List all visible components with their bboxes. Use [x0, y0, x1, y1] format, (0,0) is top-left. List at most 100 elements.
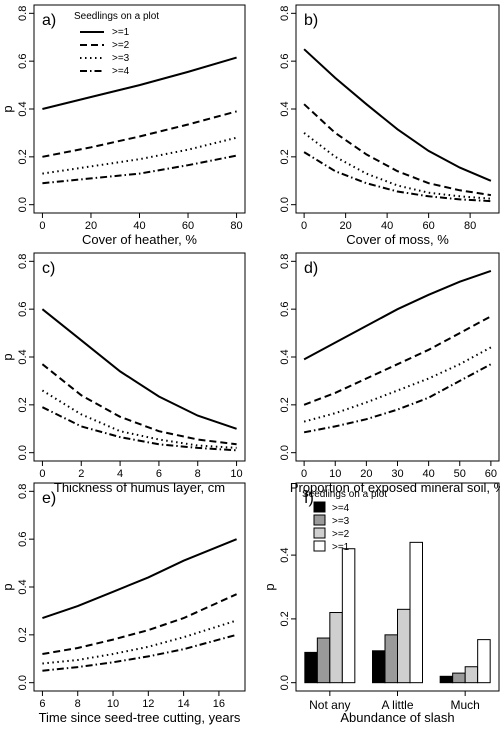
legend-title: Seedlings on a plot: [302, 489, 387, 500]
bar: [409, 541, 423, 684]
x-tick-label: 20: [85, 220, 97, 232]
bar: [397, 608, 411, 684]
legend-label: >=4: [112, 66, 130, 77]
y-tick-label: 0.4: [17, 349, 29, 364]
panel-label: e): [42, 490, 56, 507]
x-tick-label: 8: [75, 698, 81, 710]
bar: [384, 634, 398, 684]
x-tick-label: 0: [39, 220, 45, 232]
bar: [439, 675, 454, 684]
x-tick-label: 8: [195, 468, 201, 480]
y-tick-label: 0.4: [279, 547, 291, 562]
series-line-2: [303, 103, 492, 197]
legend-label: >=2: [112, 40, 130, 51]
y-tick-label: 0.8: [279, 6, 291, 21]
plot-frame: [295, 252, 500, 462]
series-line-4: [41, 406, 237, 452]
y-tick-label: 0.0: [279, 197, 291, 212]
bar: [452, 672, 466, 684]
y-tick-label: 0.6: [279, 54, 291, 69]
y-tick-label: 0.4: [279, 349, 291, 364]
x-tick-label: 10: [107, 698, 119, 710]
legend-swatch: [313, 540, 326, 552]
y-axis-label: p: [0, 353, 15, 360]
bar: [477, 639, 491, 684]
legend-label: >=3: [112, 53, 130, 64]
plot-frame: [33, 4, 246, 214]
series-line-1: [42, 56, 237, 110]
y-tick-label: 0.0: [279, 445, 291, 460]
x-tick-label: 60: [182, 220, 194, 232]
x-tick-label: 60: [485, 468, 497, 480]
legend-label: >=4: [332, 503, 350, 514]
x-tick-label: 16: [213, 698, 225, 710]
legend-swatch: [313, 514, 326, 526]
panel-label: f): [304, 490, 314, 507]
x-tick-label: 40: [133, 220, 145, 232]
x-tick-label: Not any: [309, 698, 350, 712]
legend-swatch: [313, 501, 326, 513]
x-axis-label: Thickness of humus layer, cm: [54, 480, 225, 495]
x-tick-label: 2: [78, 468, 84, 480]
y-tick-label: 0.6: [17, 532, 29, 547]
bar: [329, 612, 343, 684]
x-tick-label: 14: [177, 698, 189, 710]
x-tick-label: 80: [464, 220, 476, 232]
legend-label: >=2: [332, 529, 350, 540]
x-tick-label: 0: [39, 468, 45, 480]
panel-b: 0.0 0.2 0.4 0.6 0.8 Cover of moss, % b) 0 20 40 60…: [279, 4, 500, 247]
x-axis-label: Cover of heather, %: [82, 232, 197, 247]
y-tick-label: 0.4: [17, 579, 29, 594]
series-line-1: [303, 48, 492, 182]
series-line-1: [41, 308, 237, 430]
x-tick-label: 40: [423, 468, 435, 480]
bar: [304, 651, 318, 684]
y-tick-label: 0.4: [17, 101, 29, 116]
y-tick-label: 0.0: [17, 197, 29, 212]
x-tick-label: 10: [230, 468, 242, 480]
series-line-3: [303, 132, 491, 200]
series-line-4: [303, 151, 491, 203]
series-line-2: [41, 363, 237, 446]
x-axis-label: Proportion of exposed mineral soil, %: [290, 480, 500, 495]
y-tick-label: 0.2: [17, 397, 29, 412]
panel-label: c): [42, 260, 55, 277]
x-tick-label: 0: [301, 220, 307, 232]
x-tick-label: 4: [117, 468, 123, 480]
x-tick-label: A little: [381, 698, 413, 712]
y-tick-label: 0.8: [17, 484, 29, 499]
legend-title: Seedlings on a plot: [74, 11, 159, 22]
series-line-2: [42, 593, 238, 655]
plot-frame: [33, 252, 246, 462]
y-axis-label: p: [0, 105, 15, 112]
x-tick-label: 12: [142, 698, 154, 710]
panel-label: a): [42, 12, 56, 29]
x-tick-label: 60: [423, 220, 435, 232]
x-tick-label: 80: [230, 220, 242, 232]
y-tick-label: 0.8: [17, 6, 29, 21]
bar: [464, 666, 479, 684]
series-line-2: [42, 110, 237, 158]
x-axis-label: Abundance of slash: [340, 710, 454, 725]
series-line-3: [303, 346, 492, 423]
panel-a: 0.0 0.2 0.4 0.6 0.8 p Cover of heather, % a) 0 20…: [0, 4, 246, 247]
y-tick-label: 0.0: [17, 675, 29, 690]
series-line-4: [42, 633, 237, 672]
x-tick-label: 6: [39, 698, 45, 710]
y-tick-label: 0.8: [17, 254, 29, 269]
x-axis-label: Time since seed-tree cutting, years: [39, 710, 241, 725]
x-tick-label: 50: [454, 468, 466, 480]
legend-label: >=1: [332, 542, 350, 553]
series-line-1: [42, 538, 237, 620]
plot-frame: [295, 4, 500, 214]
panel-c: 0.0 0.2 0.4 0.6 0.8 p Thickness of humus layer…: [0, 252, 246, 495]
series-line-1: [303, 269, 492, 361]
y-tick-label: 0.0: [279, 675, 291, 690]
x-tick-label: 6: [156, 468, 162, 480]
x-tick-label: 20: [360, 468, 372, 480]
bar: [341, 548, 356, 684]
y-tick-label: 0.4: [279, 101, 291, 116]
series-line-4: [42, 154, 237, 185]
legend-label: >=1: [112, 27, 130, 38]
